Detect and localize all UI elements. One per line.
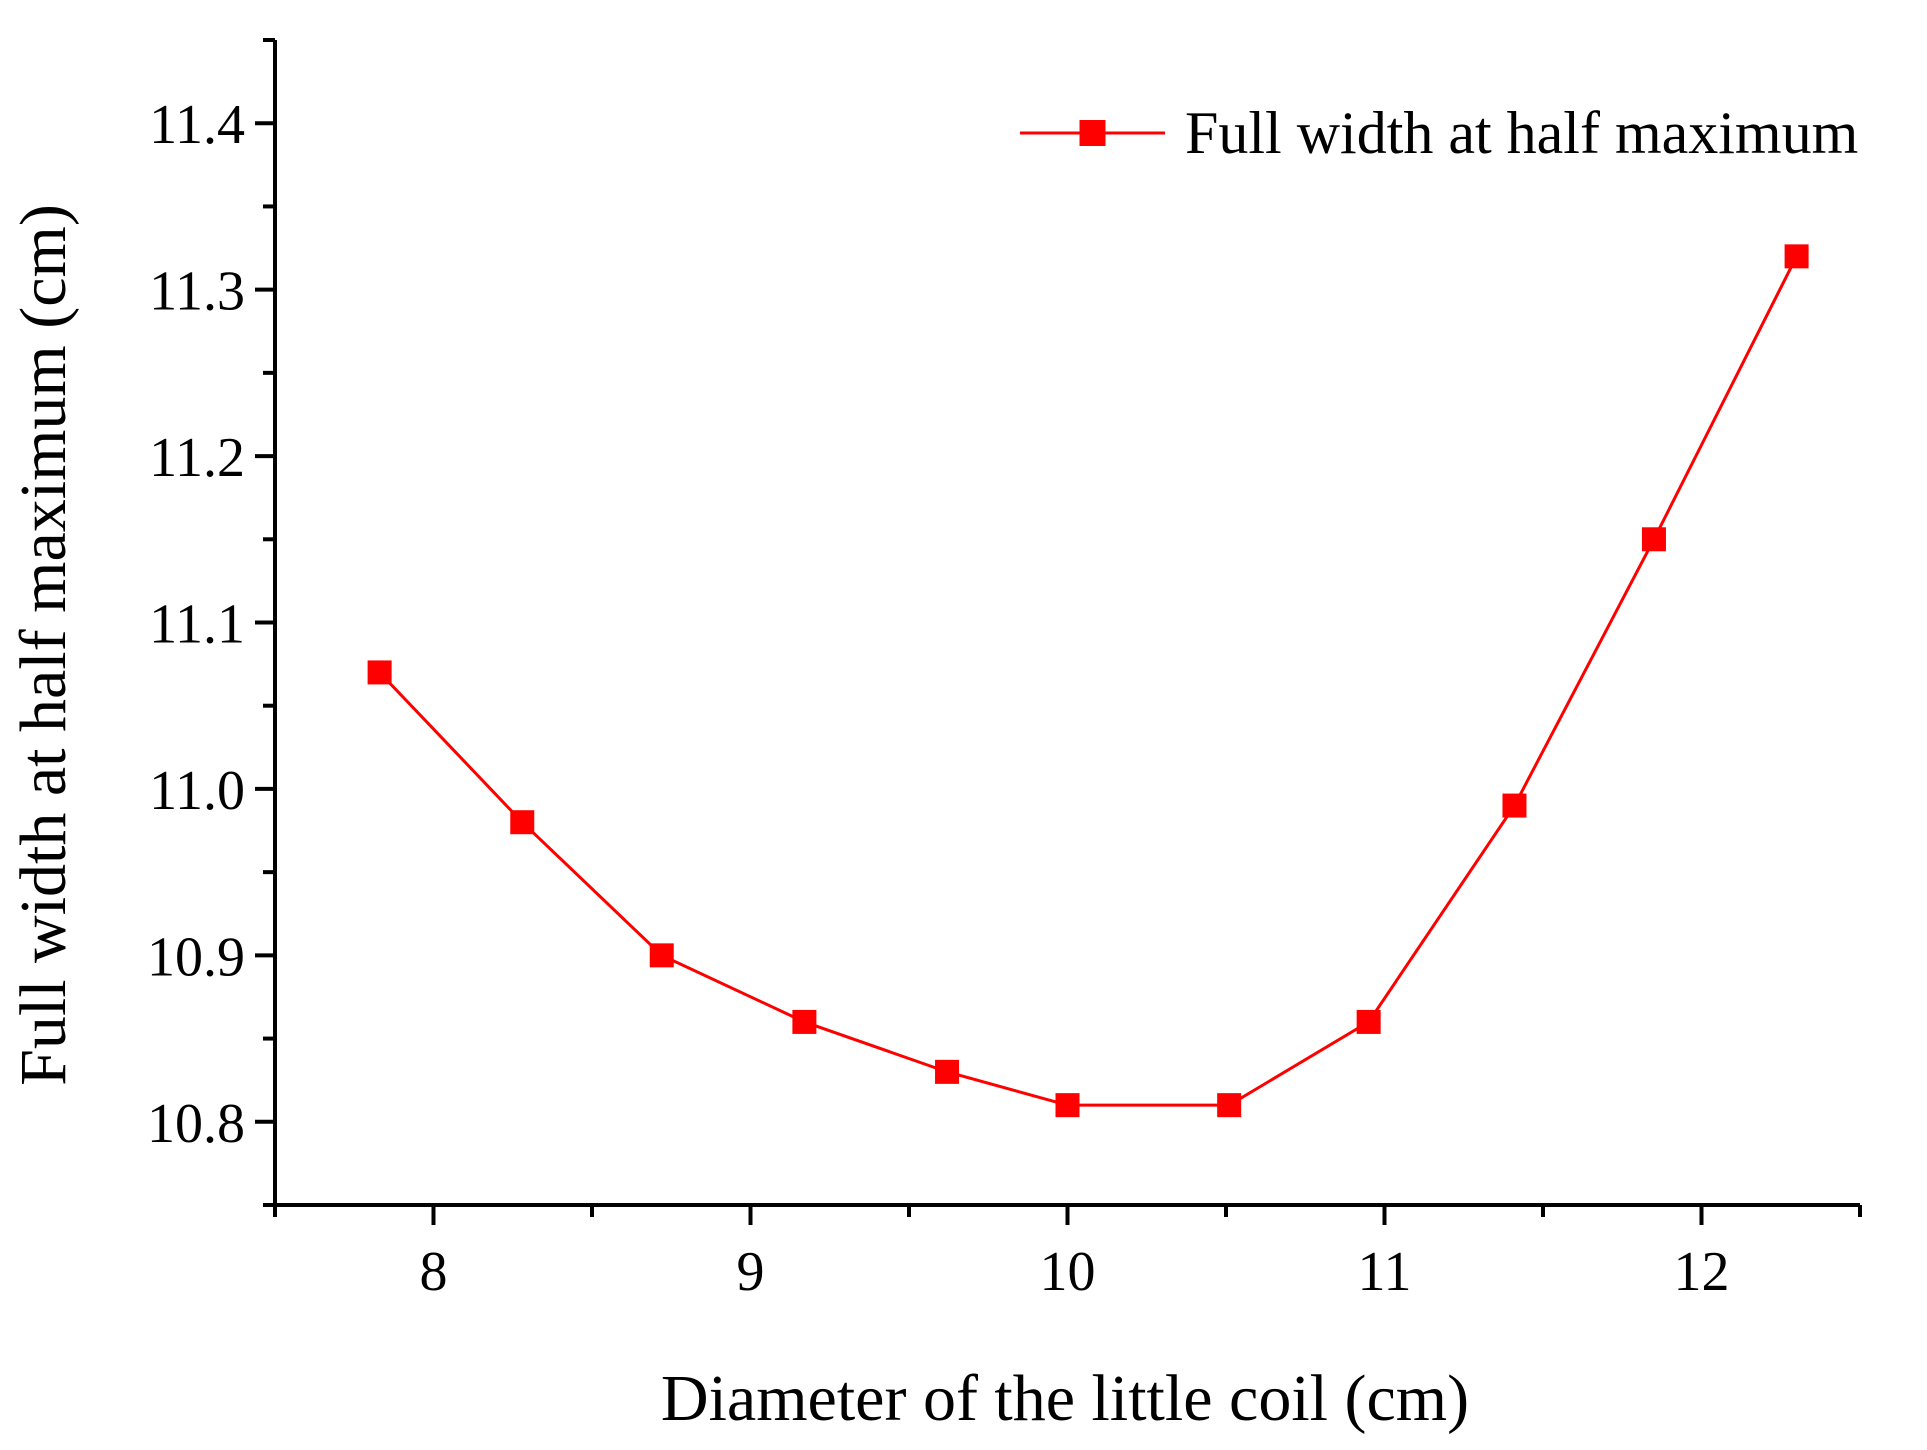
y-tick-label: 11.4 xyxy=(149,94,245,156)
legend-label: Full width at half maximum xyxy=(1185,100,1858,166)
data-point xyxy=(1217,1093,1242,1118)
data-point xyxy=(792,1009,817,1034)
legend-marker xyxy=(1079,120,1106,146)
x-axis-title: Diameter of the little coil (cm) xyxy=(661,1362,1469,1435)
data-point xyxy=(367,660,392,685)
x-tick-label: 11 xyxy=(1358,1241,1412,1303)
axes xyxy=(273,40,1860,1207)
x-tick-label: 10 xyxy=(1040,1241,1096,1303)
data-point xyxy=(1055,1093,1080,1118)
x-tick-label: 8 xyxy=(420,1241,448,1303)
y-tick-label: 11.1 xyxy=(149,594,245,656)
data-point xyxy=(510,810,535,835)
data-point xyxy=(935,1059,960,1084)
data-point xyxy=(649,943,674,968)
y-tick-label: 10.9 xyxy=(147,926,245,988)
legend: Full width at half maximum xyxy=(1020,100,1858,166)
data-point xyxy=(1502,793,1527,818)
ticks: 8 9 10 11 12 10.8 10.9 11.0 11.1 11.2 11.3 11.4 xyxy=(147,38,1862,1303)
data-point xyxy=(1356,1009,1381,1034)
series xyxy=(367,244,1809,1118)
y-tick-label: 10.8 xyxy=(147,1093,245,1155)
y-axis-title: Full width at half maximum (cm) xyxy=(7,204,80,1086)
y-tick-label: 11.2 xyxy=(149,427,245,489)
y-tick-label: 11.0 xyxy=(149,760,245,822)
data-point xyxy=(1641,527,1666,552)
series-line xyxy=(378,255,1798,1107)
data-point xyxy=(1784,244,1809,269)
y-tick-label: 11.3 xyxy=(149,261,245,323)
x-tick-label: 12 xyxy=(1674,1241,1730,1303)
x-tick-label: 9 xyxy=(737,1241,765,1303)
